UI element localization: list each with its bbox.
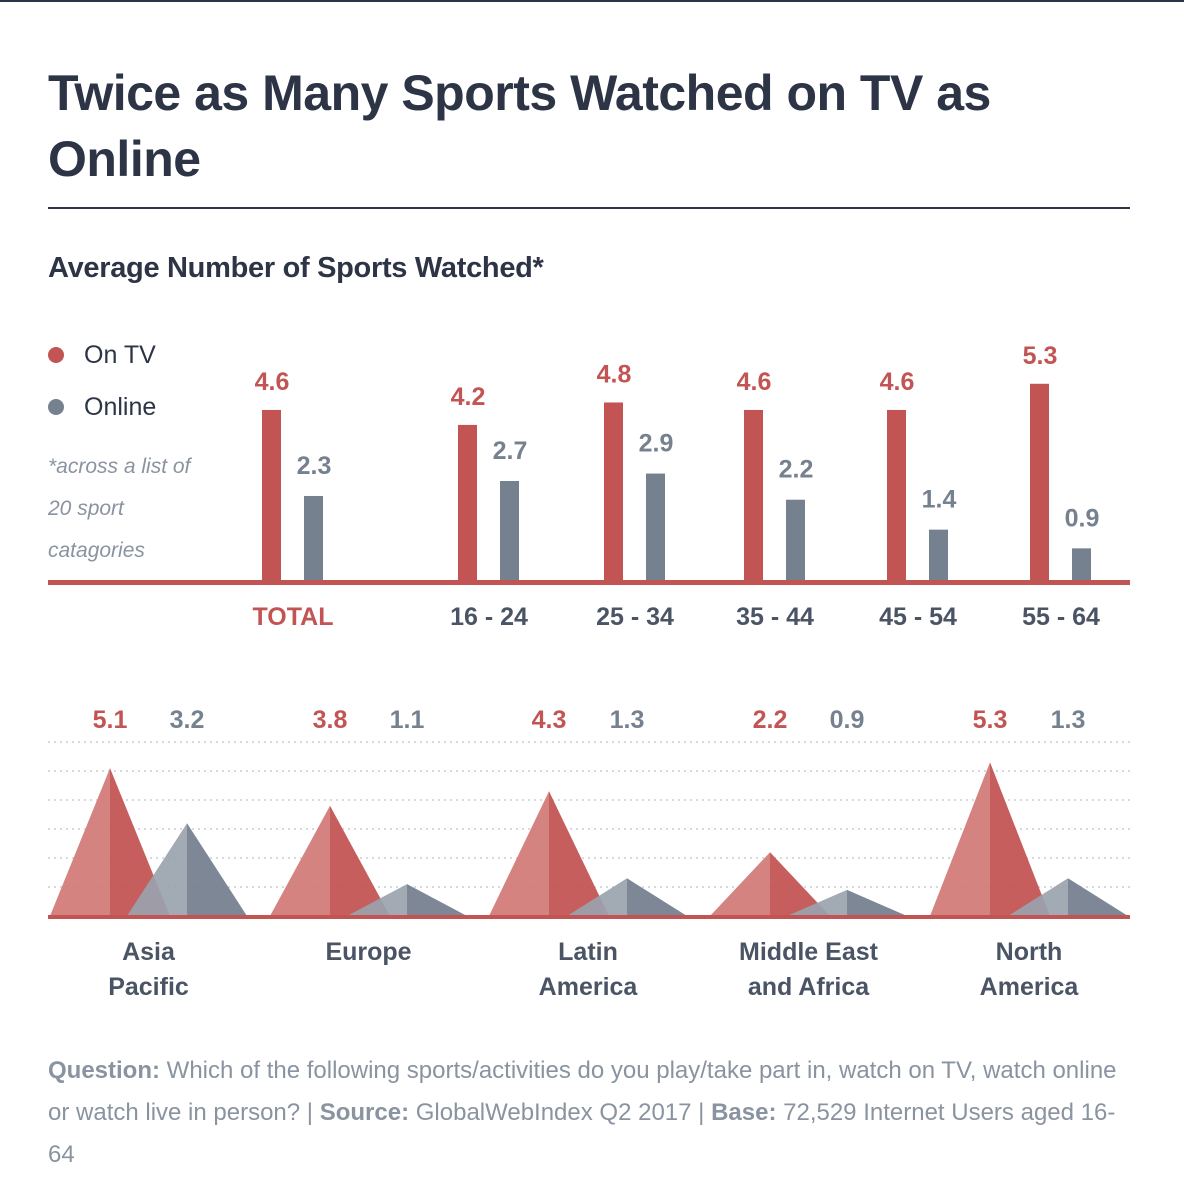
legend-dot-tv — [48, 347, 64, 363]
data-label-tv: 5.3 — [973, 706, 1008, 734]
bar-online — [646, 473, 665, 582]
data-label-tv: 5.1 — [93, 706, 128, 734]
triangle-tv-left — [489, 791, 549, 916]
data-label-online: 0.9 — [1065, 504, 1100, 532]
bar-tv — [262, 409, 281, 582]
legend-label-online: Online — [84, 392, 157, 421]
triangle-baseline — [48, 915, 1130, 919]
source-text: GlobalWebIndex Q2 2017 — [415, 1099, 692, 1126]
data-label-online: 1.3 — [610, 706, 645, 734]
triangle-tv-left — [50, 768, 110, 916]
region-label: Latin — [558, 938, 618, 966]
data-label-tv: 4.2 — [451, 383, 486, 411]
bar-tv — [744, 409, 763, 582]
region-label: and Africa — [748, 973, 870, 1001]
data-label-tv: 4.6 — [737, 368, 772, 396]
data-label-online: 1.1 — [390, 706, 425, 734]
legend-dot-online — [48, 399, 64, 415]
region-label: North — [996, 938, 1063, 966]
triangle-tv-left — [270, 805, 330, 916]
data-label-tv: 4.6 — [880, 368, 915, 396]
bar-online — [1072, 548, 1091, 582]
triangle-tv-right — [549, 791, 609, 916]
bar-online — [786, 499, 805, 582]
base-label: Base: — [711, 1099, 777, 1126]
data-label-online: 2.3 — [297, 452, 332, 480]
triangle-online-left — [347, 884, 407, 916]
legend-item-tv: On TV — [48, 340, 156, 370]
region-label: America — [980, 973, 1080, 1001]
bar-online — [304, 495, 323, 582]
data-label-online: 2.9 — [639, 430, 674, 458]
category-label: 25 - 34 — [596, 603, 674, 631]
category-label: 45 - 54 — [879, 603, 957, 631]
region-label: Pacific — [108, 973, 189, 1001]
question-label: Question: — [48, 1057, 160, 1084]
triangle-tv-left — [930, 762, 990, 916]
source-label: Source: — [319, 1099, 410, 1126]
bar-online — [500, 481, 519, 582]
bar-tv — [458, 424, 477, 582]
caption-separator: | — [300, 1099, 320, 1126]
bar-tv — [1030, 383, 1049, 582]
source-caption: Question: Which of the following sports/… — [48, 1050, 1138, 1176]
chart-footnote: *across a list of 20 sport catagories — [48, 455, 191, 562]
region-label: America — [539, 973, 639, 1001]
legend-item-online: Online — [48, 392, 156, 422]
data-label-tv: 2.2 — [753, 706, 788, 734]
top-rule — [0, 0, 1184, 2]
chart-subtitle: Average Number of Sports Watched* — [48, 252, 544, 284]
data-label-tv: 4.3 — [532, 706, 567, 734]
region-label: Asia — [122, 938, 176, 966]
data-label-online: 2.2 — [779, 456, 814, 484]
triangle-tv-left — [710, 852, 770, 916]
chart-canvas: 4.6 2.3 TOTAL 4.22.7 16 - 24 4.8 2.9 25 - 34 4.6… — [48, 342, 1130, 1001]
region-label: Middle East — [739, 938, 879, 966]
bar-baseline — [48, 580, 1130, 585]
data-label-online: 1.3 — [1051, 706, 1086, 734]
category-label: TOTAL — [252, 603, 333, 631]
category-label: 35 - 44 — [736, 603, 814, 631]
category-label: 16 - 24 — [450, 603, 528, 631]
category-label: 55 - 64 — [1022, 603, 1100, 631]
triangle-online-right — [627, 878, 687, 916]
data-label-tv: 5.3 — [1023, 342, 1058, 370]
triangle-online-left — [787, 889, 847, 916]
data-label-tv: 4.6 — [255, 368, 290, 396]
question-text: Which of the following sports/activities… — [48, 1057, 1117, 1126]
triangle-online-right — [407, 884, 467, 916]
data-label-tv: 3.8 — [313, 706, 348, 734]
triangle-online-right — [187, 823, 247, 916]
triangle-tv-right — [770, 852, 830, 916]
triangle-online-left — [567, 878, 627, 916]
region-label: Europe — [325, 938, 411, 966]
data-label-online: 2.7 — [493, 437, 528, 465]
title-divider — [48, 207, 1130, 209]
triangle-online-left — [127, 823, 187, 916]
caption-separator: | — [691, 1099, 712, 1126]
bar-tv — [604, 402, 623, 582]
legend-label-tv: On TV — [84, 340, 156, 369]
page-title: Twice as Many Sports Watched on TV as On… — [48, 65, 991, 187]
triangle-online-right — [847, 889, 907, 916]
triangle-online-left — [1008, 878, 1068, 916]
triangle-tv-right — [990, 762, 1050, 916]
triangle-online-right — [1068, 878, 1128, 916]
base-text: 72,529 Internet Users aged 16-64 — [48, 1099, 1116, 1168]
data-label-tv: 4.8 — [597, 360, 632, 388]
data-label-online: 3.2 — [170, 706, 205, 734]
bar-online — [929, 529, 948, 582]
bar-tv — [887, 409, 906, 582]
data-label-online: 1.4 — [922, 486, 957, 514]
triangle-tv-right — [330, 805, 390, 916]
data-label-online: 0.9 — [830, 706, 865, 734]
